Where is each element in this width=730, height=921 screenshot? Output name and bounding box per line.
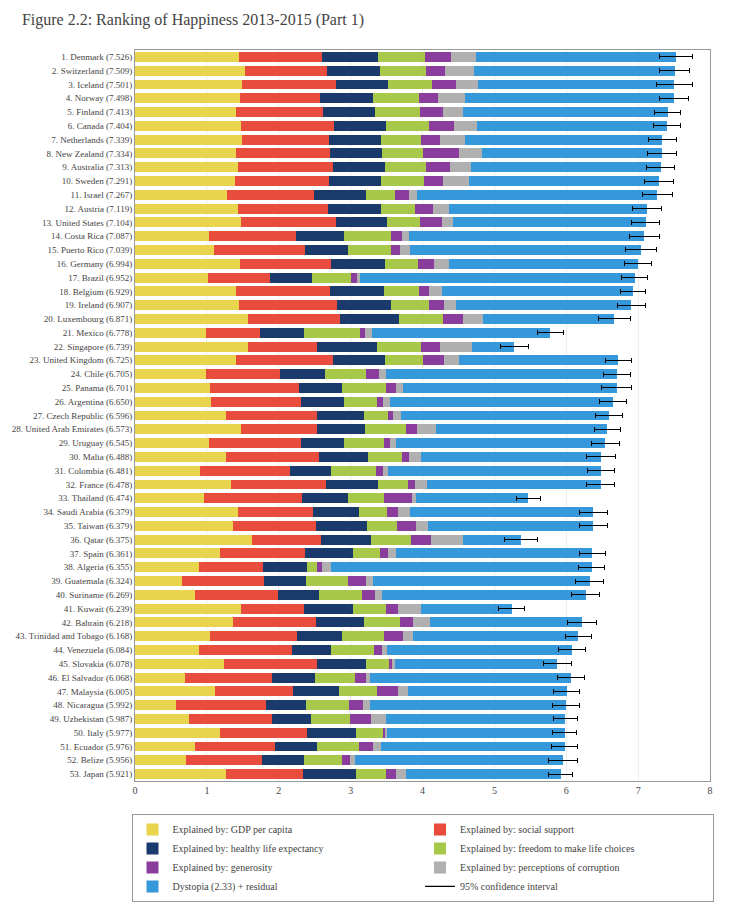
svg-text:34. Saudi Arabia (6.379): 34. Saudi Arabia (6.379) — [43, 507, 132, 517]
svg-text:50. Italy (5.977): 50. Italy (5.977) — [74, 728, 133, 738]
svg-text:19. Ireland (6.907): 19. Ireland (6.907) — [65, 300, 132, 310]
svg-text:42. Bahrain (6.218): 42. Bahrain (6.218) — [62, 618, 132, 628]
svg-text:4: 4 — [420, 785, 425, 796]
svg-text:24. Chile (6.705): 24. Chile (6.705) — [71, 369, 133, 379]
svg-text:Explained by: social support: Explained by: social support — [460, 824, 574, 835]
svg-text:Explained by: freedom to make: Explained by: freedom to make life choic… — [460, 843, 634, 854]
svg-text:27. Czech Republic (6.596): 27. Czech Republic (6.596) — [33, 411, 132, 421]
svg-text:2: 2 — [276, 785, 281, 796]
svg-text:28. United Arab Emirates (6.57: 28. United Arab Emirates (6.573) — [12, 424, 132, 434]
svg-text:Explained by: perceptions of c: Explained by: perceptions of corruption — [460, 862, 619, 873]
svg-text:12. Austria (7.119): 12. Austria (7.119) — [65, 204, 133, 214]
svg-text:13. United States (7.104): 13. United States (7.104) — [42, 218, 132, 228]
svg-text:1: 1 — [204, 785, 209, 796]
svg-text:38. Algeria (6.355): 38. Algeria (6.355) — [64, 562, 132, 572]
svg-text:3. Iceland (7.501): 3. Iceland (7.501) — [68, 80, 132, 90]
svg-text:5. Finland (7.413): 5. Finland (7.413) — [67, 107, 132, 117]
svg-text:3: 3 — [348, 785, 353, 796]
svg-text:44. Venezuela (6.084): 44. Venezuela (6.084) — [53, 645, 132, 655]
svg-text:35. Taiwan (6.379): 35. Taiwan (6.379) — [64, 521, 132, 531]
svg-text:8: 8 — [708, 785, 713, 796]
svg-text:26. Argentina (6.650): 26. Argentina (6.650) — [55, 397, 132, 407]
svg-text:6. Canada (7.404): 6. Canada (7.404) — [68, 121, 132, 131]
svg-text:40. Suriname (6.269): 40. Suriname (6.269) — [56, 590, 133, 600]
svg-text:31. Colombia (6.481): 31. Colombia (6.481) — [55, 466, 133, 476]
svg-text:7: 7 — [636, 785, 641, 796]
svg-text:4. Norway (7.498): 4. Norway (7.498) — [66, 93, 133, 103]
svg-text:17. Brazil (6.952): 17. Brazil (6.952) — [68, 273, 132, 283]
svg-text:36. Qatar (6.375): 36. Qatar (6.375) — [70, 535, 132, 545]
svg-text:2. Switzerland (7.509): 2. Switzerland (7.509) — [52, 66, 132, 76]
svg-text:1. Denmark (7.526): 1. Denmark (7.526) — [61, 52, 132, 62]
svg-text:Explained by: GDP per capita: Explained by: GDP per capita — [173, 824, 293, 835]
svg-text:9. Australia (7.313): 9. Australia (7.313) — [62, 162, 132, 172]
svg-text:23. United Kingdom (6.725): 23. United Kingdom (6.725) — [29, 355, 132, 365]
svg-text:41. Kuwait (6.239): 41. Kuwait (6.239) — [64, 604, 133, 614]
svg-text:22. Singapore (6.739): 22. Singapore (6.739) — [54, 342, 133, 352]
svg-text:39. Guatemala (6.324): 39. Guatemala (6.324) — [51, 576, 132, 586]
svg-text:10. Sweden (7.291): 10. Sweden (7.291) — [62, 176, 133, 186]
svg-text:8. New Zealand (7.334): 8. New Zealand (7.334) — [46, 149, 132, 159]
svg-text:18. Belgium (6.929): 18. Belgium (6.929) — [59, 287, 132, 297]
svg-text:37. Spain (6.361): 37. Spain (6.361) — [70, 549, 133, 559]
svg-text:Explained by: healthy life exp: Explained by: healthy life expectancy — [173, 843, 324, 854]
svg-text:15. Puerto Rico (7.039): 15. Puerto Rico (7.039) — [47, 245, 132, 255]
svg-text:48. Nicaragua (5.992): 48. Nicaragua (5.992) — [53, 700, 132, 710]
svg-text:21. Mexico (6.778): 21. Mexico (6.778) — [63, 328, 133, 338]
svg-text:11. Israel (7.267): 11. Israel (7.267) — [71, 190, 133, 200]
svg-text:6: 6 — [564, 785, 569, 796]
svg-text:14. Costa Rica (7.087): 14. Costa Rica (7.087) — [51, 231, 132, 241]
svg-text:49. Uzbekistan (5.987): 49. Uzbekistan (5.987) — [50, 714, 132, 724]
svg-text:95% confidence interval: 95% confidence interval — [460, 881, 558, 892]
svg-text:32. France (6.478): 32. France (6.478) — [66, 480, 132, 490]
svg-text:29. Uruguay (6.545): 29. Uruguay (6.545) — [59, 438, 133, 448]
svg-text:Explained by: generosity: Explained by: generosity — [173, 862, 273, 873]
svg-text:51. Ecuador (5.976): 51. Ecuador (5.976) — [60, 742, 132, 752]
svg-text:Figure 2.2: Ranking of Happine: Figure 2.2: Ranking of Happiness 2013-20… — [22, 11, 364, 29]
svg-text:46. El Salvador (6.068): 46. El Salvador (6.068) — [48, 673, 132, 683]
svg-text:33. Thailand (6.474): 33. Thailand (6.474) — [58, 493, 132, 503]
svg-text:16. Germany (6.994): 16. Germany (6.994) — [57, 259, 132, 269]
svg-text:43. Trinidad and Tobago (6.168: 43. Trinidad and Tobago (6.168) — [15, 631, 132, 641]
svg-text:5: 5 — [492, 785, 497, 796]
svg-text:53. Japan (5.921): 53. Japan (5.921) — [70, 769, 133, 779]
svg-text:52. Belize (5.956): 52. Belize (5.956) — [67, 755, 132, 765]
svg-text:7. Netherlands (7.339): 7. Netherlands (7.339) — [51, 135, 132, 145]
svg-text:45. Slovakia (6.078): 45. Slovakia (6.078) — [59, 659, 133, 669]
svg-text:Dystopia (2.33) + residual: Dystopia (2.33) + residual — [173, 881, 278, 893]
svg-text:25. Panama (6.701): 25. Panama (6.701) — [62, 383, 132, 393]
svg-text:20. Luxembourg (6.871): 20. Luxembourg (6.871) — [44, 314, 132, 324]
svg-text:0: 0 — [133, 785, 138, 796]
svg-text:30. Malta (6.488): 30. Malta (6.488) — [69, 452, 132, 462]
svg-text:47. Malaysia (6.005): 47. Malaysia (6.005) — [57, 687, 132, 697]
